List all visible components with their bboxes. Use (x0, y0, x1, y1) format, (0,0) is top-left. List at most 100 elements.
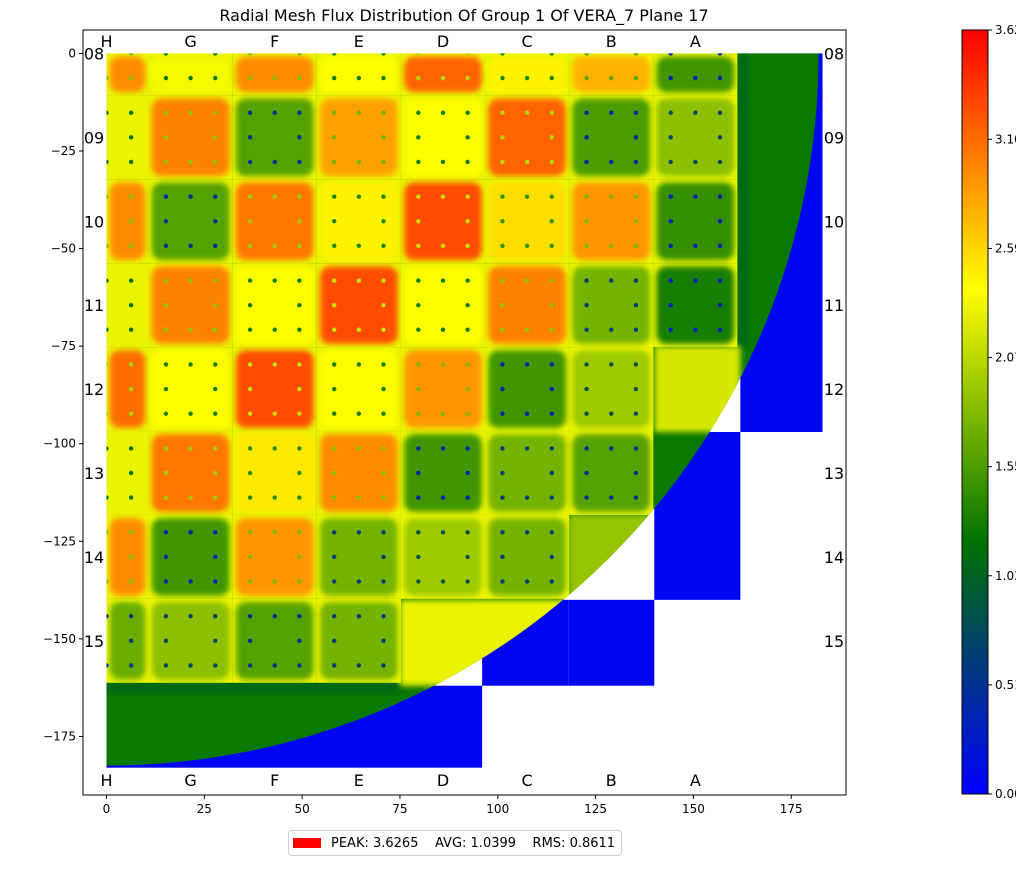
guide-tube (356, 579, 362, 584)
guide-tube (633, 219, 639, 224)
colorbar-ticks: 3.627 3.108 2.590 2.072 1.554 1.036 0.518 0.000 (988, 23, 1016, 801)
guide-tube (584, 110, 589, 115)
x-tick-label: 125 (584, 802, 607, 816)
guide-tube (416, 53, 421, 56)
guide-tube (633, 327, 639, 332)
guide-tube (297, 362, 302, 367)
guide-tube (128, 663, 134, 668)
guide-tube (717, 53, 723, 56)
guide-tube (549, 219, 554, 224)
guide-tube (584, 278, 589, 283)
guide-tube (247, 495, 253, 500)
guide-tube (416, 579, 421, 584)
guide-tube (717, 243, 723, 249)
guide-tube (609, 159, 614, 165)
guide-tube (297, 75, 302, 81)
guide-tube (633, 110, 639, 115)
guide-tube (163, 579, 169, 584)
guide-tube (524, 530, 530, 535)
guide-tube (465, 243, 470, 249)
assembly-G14 (151, 518, 230, 596)
guide-tube (416, 110, 421, 115)
guide-tube (609, 278, 614, 283)
column-label-bottom: H (100, 771, 112, 790)
guide-tube (465, 470, 470, 476)
guide-tube (188, 530, 193, 535)
assembly-E08 (319, 56, 398, 93)
guide-tube (188, 159, 193, 165)
y-tick-label: −50 (51, 242, 76, 256)
legend-text: PEAK: 3.6265 AVG: 1.0399 RMS: 0.8611 (331, 835, 616, 851)
guide-tube (128, 446, 134, 451)
assembly-D10 (404, 182, 482, 261)
guide-tube (332, 159, 337, 165)
guide-tube (213, 243, 218, 249)
guide-tube (213, 663, 218, 668)
guide-tube (693, 159, 698, 165)
guide-tube (128, 411, 134, 416)
guide-tube (213, 53, 218, 56)
guide-tube (213, 386, 218, 392)
assembly-G15 (151, 601, 230, 680)
guide-tube (128, 554, 134, 560)
guide-tube (549, 278, 554, 283)
guide-tube (128, 302, 134, 308)
guide-tube (247, 278, 253, 283)
y-axis: 0 −25 −50 −75 −100 −125 −150 −175 (43, 46, 83, 743)
guide-tube (584, 386, 589, 392)
guide-tube (416, 411, 421, 416)
guide-tube (163, 278, 169, 283)
guide-tube (188, 614, 193, 619)
colorbar-tick-label: 1.036 (995, 569, 1016, 583)
assembly-E12 (319, 350, 398, 428)
guide-tube (440, 75, 446, 81)
guide-tube (465, 53, 470, 56)
guide-tube (500, 386, 505, 392)
guide-tube (356, 75, 362, 81)
guide-tube (213, 638, 218, 644)
assembly-F13 (235, 434, 314, 512)
guide-tube (381, 53, 386, 56)
assembly-H10 (109, 182, 146, 261)
guide-tube (247, 470, 253, 476)
guide-tube (128, 159, 134, 165)
guide-tube (297, 411, 302, 416)
guide-tube (500, 302, 505, 308)
guide-tube (297, 243, 302, 249)
assembly-D14 (404, 518, 482, 596)
row-label-left: 11 (84, 296, 104, 315)
guide-tube (356, 530, 362, 535)
guide-tube (247, 243, 253, 249)
column-label-bottom: G (184, 771, 196, 790)
guide-tube (633, 470, 639, 476)
guide-tube (381, 278, 386, 283)
guide-tube (272, 194, 277, 199)
guide-tube (549, 327, 554, 332)
assembly-G13 (151, 434, 230, 512)
guide-tube (500, 194, 505, 199)
guide-tube (297, 579, 302, 584)
assembly-B08 (572, 56, 651, 93)
guide-tube (356, 243, 362, 249)
guide-tube (332, 75, 337, 81)
heatmap-layer (106, 53, 823, 768)
assembly-A11 (656, 266, 735, 345)
guide-tube (633, 53, 639, 56)
guide-tube (332, 302, 337, 308)
guide-tube (106, 614, 109, 619)
guide-tube (297, 159, 302, 165)
guide-tube (584, 53, 589, 56)
colorbar (961, 29, 989, 795)
guide-tube (381, 411, 386, 416)
guide-tube (332, 663, 337, 668)
guide-tube (163, 75, 169, 81)
guide-tube (356, 411, 362, 416)
guide-tube (272, 663, 277, 668)
column-label-top: H (100, 32, 112, 51)
row-label-left: 14 (84, 548, 104, 567)
assembly-E15 (319, 601, 398, 680)
assembly-H09 (109, 98, 146, 177)
guide-tube (668, 159, 673, 165)
guide-tube (247, 579, 253, 584)
